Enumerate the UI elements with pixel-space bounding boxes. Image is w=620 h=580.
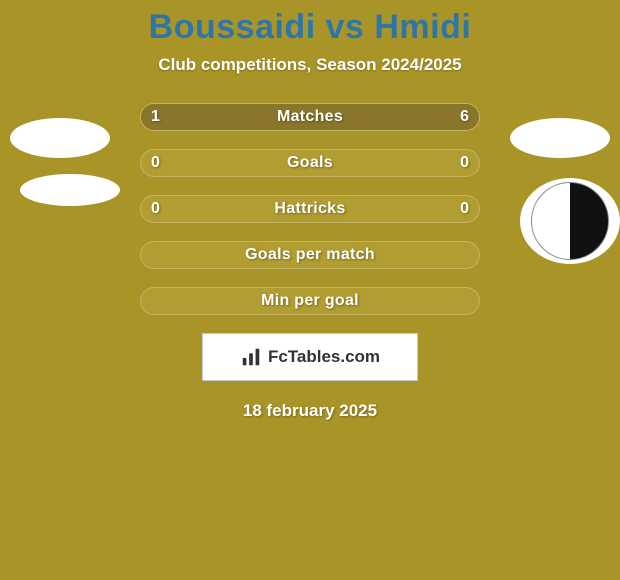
club-badge-left-1 xyxy=(10,118,110,158)
crest-icon: CSS xyxy=(531,182,609,260)
club-badge-right-2: CSS xyxy=(520,178,620,264)
crest-arch-text xyxy=(536,185,604,203)
card-subtitle: Club competitions, Season 2024/2025 xyxy=(0,55,620,75)
crest-text: CSS xyxy=(532,208,608,234)
stat-label: Min per goal xyxy=(141,288,479,314)
watermark: FcTables.com xyxy=(202,333,418,381)
stat-label: Hattricks xyxy=(141,196,479,222)
club-badge-right-1 xyxy=(510,118,610,158)
club-badge-left-2 xyxy=(20,174,120,206)
watermark-text: FcTables.com xyxy=(268,347,380,367)
stat-label: Goals per match xyxy=(141,242,479,268)
comparison-card: Boussaidi vs Hmidi Club competitions, Se… xyxy=(0,0,620,580)
bar-chart-icon xyxy=(240,346,262,368)
stat-label: Goals xyxy=(141,150,479,176)
snapshot-date: 18 february 2025 xyxy=(0,401,620,421)
stat-row: 00Goals xyxy=(140,149,480,177)
stat-row: 00Hattricks xyxy=(140,195,480,223)
stat-rows: 16Matches 00Goals 00Hattricks Goals per mat… xyxy=(140,103,480,315)
card-title: Boussaidi vs Hmidi xyxy=(0,8,620,47)
stat-row: Goals per match xyxy=(140,241,480,269)
stat-row: 16Matches xyxy=(140,103,480,131)
stat-row: Min per goal xyxy=(140,287,480,315)
stat-label: Matches xyxy=(141,104,479,130)
